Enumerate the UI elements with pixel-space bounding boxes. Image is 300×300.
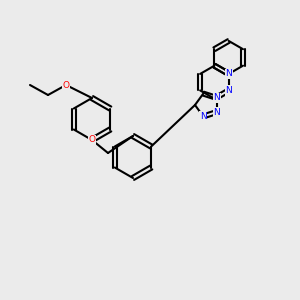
Text: O: O [62,80,70,89]
Text: N: N [213,93,220,102]
Text: N: N [200,112,207,121]
Text: N: N [225,69,232,78]
Text: N: N [225,86,232,95]
Text: N: N [213,108,220,117]
Text: O: O [88,136,95,145]
